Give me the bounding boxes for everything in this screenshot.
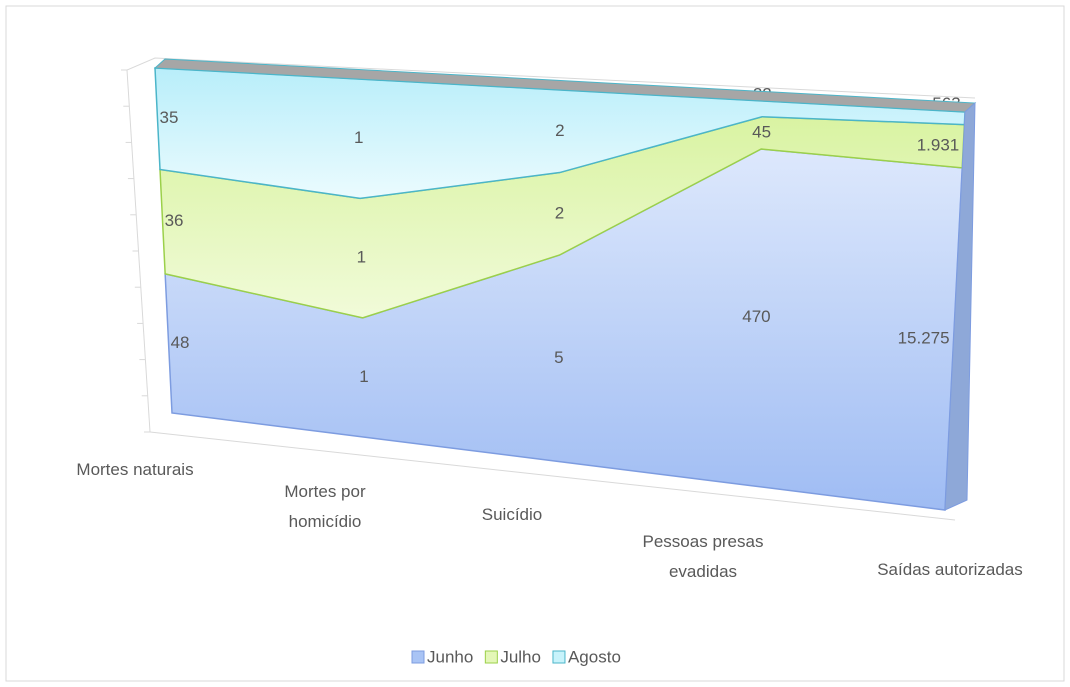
value-label: 15.275	[898, 328, 950, 347]
legend-label: Agosto	[568, 647, 621, 666]
right-face	[944, 101, 976, 511]
x-tick-label: Pessoas presas evadidas	[642, 532, 764, 581]
value-label: 5	[554, 348, 563, 367]
value-label: 1.931	[917, 136, 960, 155]
legend-swatch	[552, 650, 566, 664]
value-label: 45	[752, 122, 771, 141]
value-label: 1	[357, 248, 366, 267]
value-label: 35	[160, 108, 179, 127]
value-label: 1	[354, 128, 363, 147]
legend-swatch	[411, 650, 425, 664]
value-label: 48	[171, 333, 190, 352]
value-label: 36	[165, 211, 184, 230]
x-tick-label: Mortes naturais	[76, 460, 194, 479]
legend-swatch	[484, 650, 498, 664]
value-label: 470	[742, 307, 770, 326]
x-tick-label: Suicídio	[481, 505, 543, 524]
value-label: 2	[555, 121, 564, 140]
legend-label: Junho	[427, 647, 473, 666]
x-tick-label: Saídas autorizadas	[877, 560, 1023, 579]
legend-label: Julho	[500, 647, 541, 666]
value-label: 2	[555, 203, 564, 222]
x-tick-label: Mortes por homicídio	[284, 482, 366, 531]
value-label: 1	[359, 367, 368, 386]
